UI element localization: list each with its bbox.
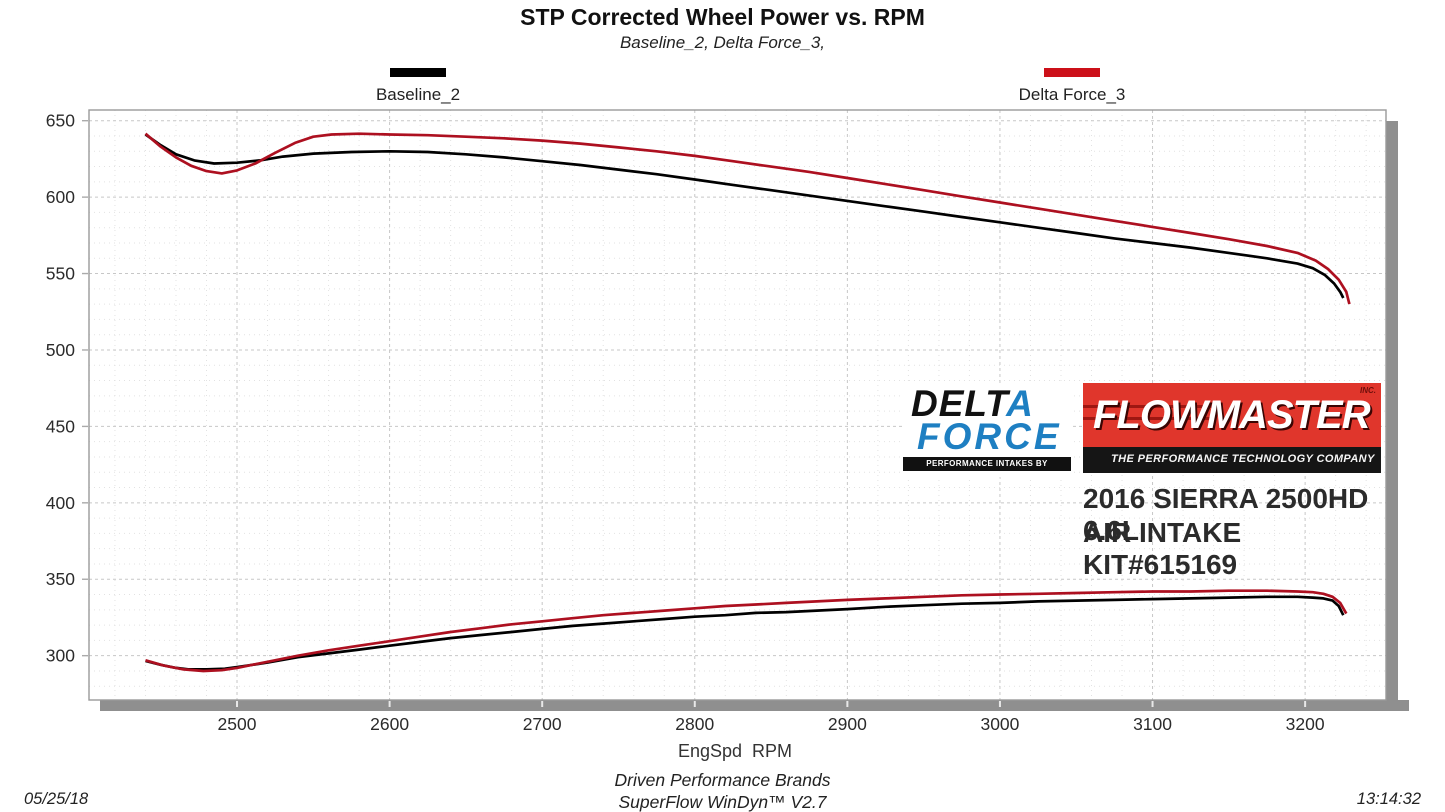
plot-shadow-bottom bbox=[100, 700, 1409, 711]
y-tick-label: 600 bbox=[46, 187, 75, 207]
chart-title: STP Corrected Wheel Power vs. RPM bbox=[520, 4, 925, 30]
x-tick-label: 2600 bbox=[370, 714, 409, 734]
delta-force-wordmark-force: FORCE bbox=[917, 416, 1062, 457]
y-tick-label: 500 bbox=[46, 340, 75, 360]
flowmaster-logo-black-strip bbox=[1083, 447, 1381, 473]
legend-baseline: Baseline_2 bbox=[338, 68, 498, 105]
y-tick-label: 400 bbox=[46, 493, 75, 513]
footer-company: Driven Performance Brands bbox=[614, 770, 831, 790]
curve-baseline-2-lower-curve- bbox=[145, 595, 1345, 671]
x-tick-label: 3100 bbox=[1133, 714, 1172, 734]
x-tick-label: 3000 bbox=[980, 714, 1019, 734]
x-axis-title: EngSpd RPM bbox=[677, 741, 793, 761]
tick-labels: 300 350 400 450 500 550 600 650 2500 2600 2700 2800… bbox=[46, 111, 1325, 734]
plot-border bbox=[88, 109, 1387, 701]
flowmaster-logo-red-panel: INC. FLOWMASTER bbox=[1083, 383, 1381, 447]
x-tick-label: 2900 bbox=[828, 714, 867, 734]
delta-force-wordmark-delta: DELTA bbox=[911, 383, 1034, 424]
footer-time: 13:14:32 bbox=[1356, 790, 1421, 808]
delta-force-tagline: PERFORMANCE INTAKES BY FLOWMASTER bbox=[903, 457, 1071, 482]
curve-delta-force-3-lower-curve- bbox=[145, 589, 1348, 673]
legend-baseline-label: Baseline_2 bbox=[375, 85, 461, 104]
vehicle-description-line1: 2016 SIERRA 2500HD 6.6L bbox=[1083, 483, 1369, 546]
flowmaster-tagline: THE PERFORMANCE TECHNOLOGY COMPANY bbox=[1111, 453, 1375, 465]
delta-force-blue-a: A bbox=[1006, 383, 1034, 424]
legend-delta: Delta Force_3 bbox=[992, 68, 1152, 105]
flowmaster-inc-label: INC. bbox=[1360, 386, 1376, 395]
x-tick-label: 3200 bbox=[1286, 714, 1325, 734]
footer-date: 05/25/18 bbox=[24, 790, 89, 808]
y-tick-label: 650 bbox=[46, 111, 75, 131]
y-tick-label: 450 bbox=[46, 416, 75, 436]
y-tick-label: 300 bbox=[46, 646, 75, 666]
vehicle-description-line2: AIR INTAKE KIT#615169 bbox=[1083, 517, 1242, 580]
x-tick-label: 2700 bbox=[523, 714, 562, 734]
legend-delta-label: Delta Force_3 bbox=[1018, 85, 1126, 104]
flowmaster-stripe bbox=[1083, 417, 1213, 420]
y-tick-label: 350 bbox=[46, 569, 75, 589]
flowmaster-wordmark: FLOWMASTER bbox=[1093, 393, 1371, 437]
curve-delta-force-3-upper-curve- bbox=[144, 132, 1351, 305]
flowmaster-logo: INC. FLOWMASTER THE PERFORMANCE TECHNOLO… bbox=[1083, 383, 1381, 473]
flowmaster-stripe bbox=[1083, 405, 1213, 408]
delta-force-logo: DELTA FORCE PERFORMANCE INTAKES BY FLOWM… bbox=[903, 383, 1073, 482]
plot-shadow-right bbox=[1386, 121, 1398, 711]
legend-delta-swatch bbox=[1044, 68, 1100, 77]
y-tick-label: 550 bbox=[46, 264, 75, 284]
legend-baseline-swatch bbox=[390, 68, 446, 77]
chart-subtitle: Baseline_2, Delta Force_3, bbox=[619, 33, 826, 52]
x-tick-label: 2800 bbox=[675, 714, 714, 734]
curve-baseline-2-upper-curve- bbox=[144, 133, 1345, 299]
x-tick-label: 2500 bbox=[218, 714, 257, 734]
footer-software: SuperFlow WinDyn™ V2.7 bbox=[618, 792, 827, 812]
